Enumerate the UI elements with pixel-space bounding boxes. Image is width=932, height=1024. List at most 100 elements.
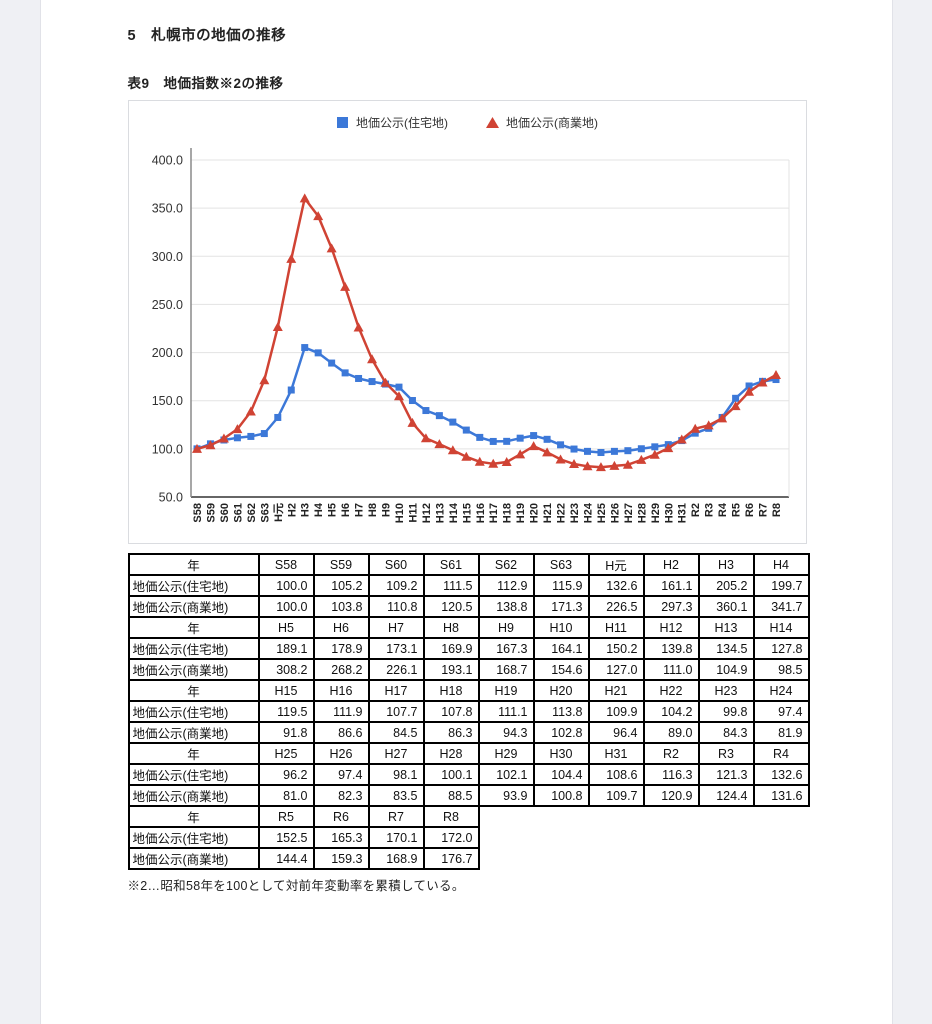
x-axis-tick-label: R7 [757, 503, 769, 517]
table-section: 年 H25 H26 H27 H28 H29 H30 H31 R2 R3 R4 地価公示(住宅地) 96.… [127, 742, 810, 807]
triangle-marker-icon [568, 458, 579, 468]
value-cell: 102.1 [477, 763, 535, 786]
value-cell: 168.9 [367, 847, 425, 870]
x-axis-tick-label: H17 [488, 503, 500, 523]
triangle-marker-icon [433, 439, 444, 449]
x-axis-tick-label: R5 [730, 503, 742, 517]
year-cell: S59 [312, 553, 370, 576]
table-row: 年 H25 H26 H27 H28 H29 H30 H31 R2 R3 R4 [127, 742, 810, 765]
year-cell: H25 [257, 742, 315, 765]
year-cell: H22 [642, 679, 700, 702]
value-cell: 88.5 [422, 784, 480, 807]
y-axis-tick-label: 150.0 [151, 394, 182, 408]
value-cell: 111.5 [422, 574, 480, 597]
value-cell: 100.1 [422, 763, 480, 786]
table-row: 地価公示(商業地) 100.0 103.8 110.8 120.5 138.8 171.3 2… [127, 595, 810, 618]
value-cell: 176.7 [422, 847, 480, 870]
triangle-marker-icon [191, 443, 202, 453]
table-row: 地価公示(住宅地) 96.2 97.4 98.1 100.1 102.1 104.4 108.… [127, 763, 810, 786]
value-cell: 360.1 [697, 595, 755, 618]
table-section: 年 R5 R6 R7 R8 地価公示(住宅地) 152.5 165.3 170.1 172.0 地価… [127, 805, 480, 870]
value-cell: 144.4 [257, 847, 315, 870]
triangle-marker-icon [649, 449, 660, 459]
square-marker-icon [745, 382, 753, 390]
value-cell: 81.0 [257, 784, 315, 807]
triangle-marker-icon [339, 281, 350, 291]
triangle-marker-icon [380, 377, 391, 387]
square-marker-icon [556, 441, 564, 449]
y-axis-tick-label: 400.0 [151, 154, 182, 168]
y-axis-tick-label: 350.0 [151, 202, 182, 216]
x-axis-tick-label: H6 [340, 503, 352, 517]
square-marker-icon [354, 374, 362, 382]
year-cell: H26 [312, 742, 370, 765]
triangle-marker-icon [703, 420, 714, 430]
value-cell: 89.0 [642, 721, 700, 744]
page-title: 5 札幌市の地価の推移 [127, 28, 287, 44]
value-cell: 109.9 [587, 700, 645, 723]
square-marker-icon [314, 349, 322, 357]
triangle-marker-icon [218, 433, 229, 443]
row-label-cell: 地価公示(商業地) [127, 658, 260, 681]
row-label-cell: 地価公示(商業地) [127, 784, 260, 807]
value-cell: 109.7 [587, 784, 645, 807]
year-cell: S61 [422, 553, 480, 576]
row-label-cell: 地価公示(住宅地) [127, 574, 260, 597]
x-axis-tick-label: H10 [393, 503, 405, 523]
table-row: 地価公示(商業地) 144.4 159.3 168.9 176.7 [127, 847, 480, 870]
value-cell: 104.2 [642, 700, 700, 723]
year-cell: H23 [697, 679, 755, 702]
square-marker-icon [583, 447, 591, 455]
value-cell: 170.1 [367, 826, 425, 849]
square-marker-icon [448, 418, 456, 426]
year-cell: H15 [257, 679, 315, 702]
x-axis-tick-label: H25 [595, 503, 607, 523]
legend-label: 地価公示(住宅地) [356, 115, 448, 130]
triangle-marker-icon [366, 354, 377, 364]
value-cell: 308.2 [257, 658, 315, 681]
triangle-marker-icon [474, 456, 485, 466]
square-marker-icon [233, 434, 241, 442]
value-cell: 138.8 [477, 595, 535, 618]
commercial-series-line [196, 197, 777, 469]
y-axis-tick-label: 300.0 [151, 250, 182, 264]
value-cell: 171.3 [532, 595, 590, 618]
year-cell: H14 [752, 616, 810, 639]
triangle-marker-icon [460, 451, 471, 461]
square-marker-icon [489, 437, 497, 445]
value-cell: 165.3 [312, 826, 370, 849]
square-marker-icon [462, 426, 470, 434]
year-cell: R4 [752, 742, 810, 765]
value-cell: 164.1 [532, 637, 590, 660]
row-label-cell: 地価公示(住宅地) [127, 637, 260, 660]
triangle-marker-icon [272, 322, 283, 332]
square-marker-icon [623, 447, 631, 455]
x-axis-tick-label: H24 [582, 502, 594, 523]
value-cell: 120.9 [642, 784, 700, 807]
table-row: 地価公示(住宅地) 152.5 165.3 170.1 172.0 [127, 826, 480, 849]
square-marker-icon [327, 359, 335, 367]
x-axis-tick-label: H13 [434, 503, 446, 523]
value-cell: 173.1 [367, 637, 425, 660]
x-axis-tick-label: H15 [461, 503, 473, 523]
triangle-marker-icon [245, 406, 256, 416]
year-cell: H6 [312, 616, 370, 639]
year-header-cell: 年 [127, 616, 260, 639]
year-cell: H7 [367, 616, 425, 639]
triangle-marker-icon [231, 424, 242, 434]
year-cell: H16 [312, 679, 370, 702]
value-cell: 131.6 [752, 784, 810, 807]
year-cell: R7 [367, 805, 425, 828]
value-cell: 120.5 [422, 595, 480, 618]
x-axis-tick-label: R4 [717, 502, 729, 517]
value-cell: 91.8 [257, 721, 315, 744]
triangle-marker-icon [528, 441, 539, 451]
value-cell: 193.1 [422, 658, 480, 681]
square-marker-icon [650, 443, 658, 451]
triangle-marker-icon [447, 445, 458, 455]
table-title: 表9 地価指数※2の推移 [127, 76, 284, 91]
triangle-marker-icon [555, 454, 566, 464]
table-row: 地価公示(住宅地) 119.5 111.9 107.7 107.8 111.1 113.8 1… [127, 700, 810, 723]
table-row: 年 S58 S59 S60 S61 S62 S63 H元 H2 H3 H4 [127, 553, 810, 576]
year-cell: R6 [312, 805, 370, 828]
